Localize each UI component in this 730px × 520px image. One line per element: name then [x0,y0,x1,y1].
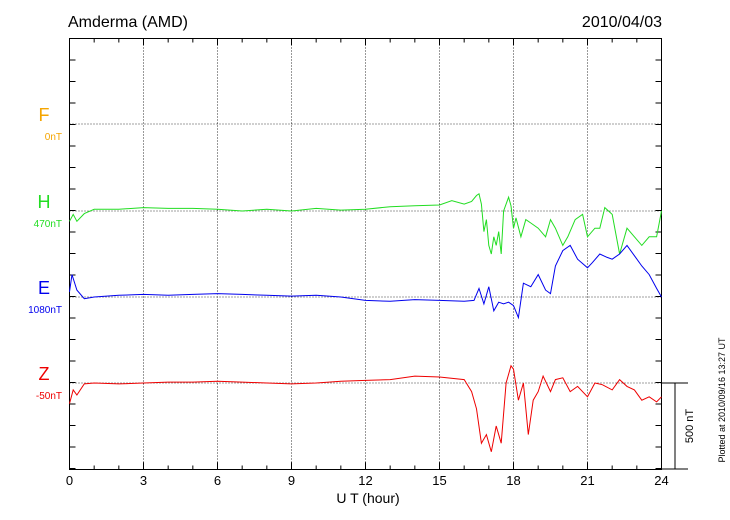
scale-bar-label: 500 nT [684,409,696,444]
plotted-note: Plotted at 2010/09/16 13:27 UT [717,337,727,463]
date-title: 2010/04/03 [582,14,662,31]
x-tick-label: 0 [66,473,73,488]
x-tick-label: 24 [654,473,668,488]
station-title: Amderma (AMD) [68,14,188,31]
series-name-z: Z [39,364,50,384]
x-axis-label: U T (hour) [336,490,399,506]
series-line-z [69,364,662,452]
x-tick-label: 12 [358,473,372,488]
series-baseline-f: 0nT [45,132,62,143]
series-baseline-e: 1080nT [28,305,62,316]
x-tick-label: 3 [140,473,147,488]
grid-layer [69,38,662,470]
series-name-e: E [38,278,50,298]
x-tick-label: 21 [580,473,594,488]
tick-layer [69,38,662,470]
x-tick-label: 15 [432,473,446,488]
series-name-f: F [39,105,50,125]
series-labels: F 0nT H 470nT E 1080nT Z -50nT [28,105,62,402]
series-line-h [69,192,662,255]
x-tick-labels: 0 3 6 9 12 15 18 21 24 [66,473,669,488]
x-tick-label: 9 [288,473,295,488]
series-line-e [69,244,662,320]
scale-bar: 500 nT [661,382,696,470]
x-tick-label: 6 [214,473,221,488]
x-tick-label: 18 [506,473,520,488]
series-baseline-h: 470nT [34,219,62,230]
series-layer [69,192,662,452]
series-name-h: H [38,192,51,212]
series-baseline-z: -50nT [36,391,62,402]
